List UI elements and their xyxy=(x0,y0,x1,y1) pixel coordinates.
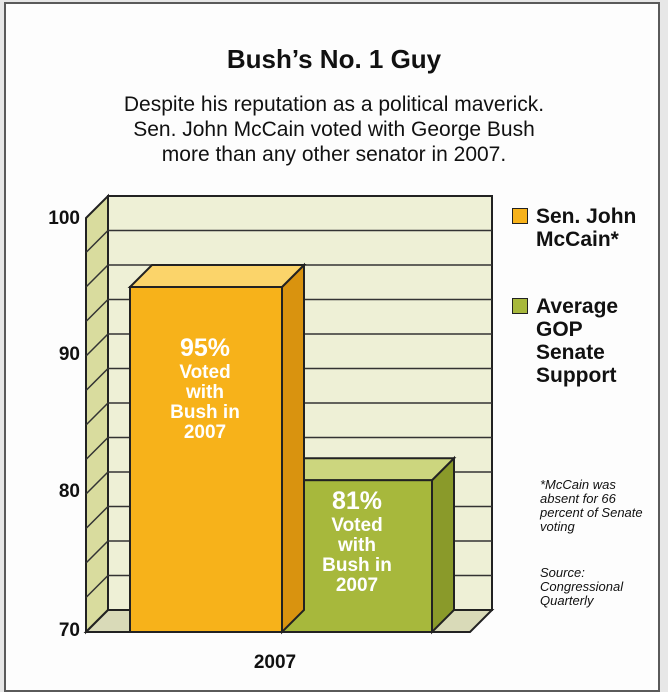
bar-value-label-gop: 81% xyxy=(331,487,383,515)
x-tick-2007: 2007 xyxy=(253,652,297,673)
bar-side-gop xyxy=(431,455,455,635)
gridline xyxy=(85,402,492,426)
gridline xyxy=(85,436,492,461)
chart-subtitle: Despite his reputation as a political ma… xyxy=(123,93,545,166)
bar-top-gop xyxy=(279,457,457,482)
y-tick-80: 80 xyxy=(58,481,80,502)
y-tick-100: 100 xyxy=(48,208,80,229)
bar-text-label-mccain: Voted with Bush in 2007 xyxy=(170,362,240,443)
bar-mccain xyxy=(129,286,283,633)
bar-value-label-mccain: 95% xyxy=(179,334,231,362)
legend-swatch-gop xyxy=(512,298,528,314)
gridline xyxy=(85,333,492,357)
gridline xyxy=(85,229,492,254)
legend-label-mccain: Sen. John McCain* xyxy=(536,205,637,251)
chart-title: Bush’s No. 1 Guy xyxy=(226,44,442,74)
gridline xyxy=(85,298,492,323)
legend-label-gop: Average GOP Senate Support xyxy=(536,295,619,387)
source-note: Source: Congressional Quarterly xyxy=(540,565,624,608)
footnote: *McCain was absent for 66 percent of Sen… xyxy=(540,477,643,534)
bar-label-gop: 81% Voted with Bush in 2007 xyxy=(282,486,432,596)
bar-text-label-gop: Voted with Bush in 2007 xyxy=(322,515,392,596)
gridline xyxy=(85,264,492,288)
bar-label-mccain: 95% Voted with Bush in 2007 xyxy=(135,333,275,443)
gridline xyxy=(85,367,492,392)
y-tick-90: 90 xyxy=(58,344,80,365)
bar-top-mccain xyxy=(127,264,307,288)
y-tick-70: 70 xyxy=(58,620,80,641)
legend-swatch-mccain xyxy=(512,208,528,224)
